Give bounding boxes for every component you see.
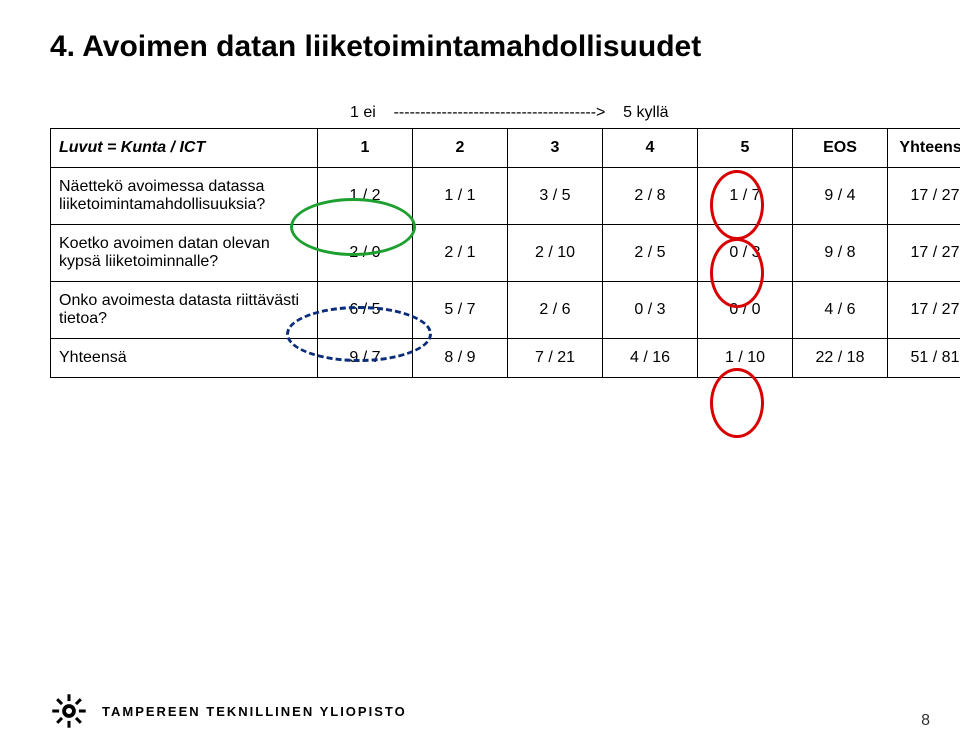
table-row: Koetko avoimen datan olevan kypsä liiket… [51, 225, 960, 282]
scale-dashes: -------------------------------------- [394, 104, 596, 121]
header-col-2: 2 [413, 129, 508, 168]
row-1-label: Näettekö avoimessa datassa liiketoiminta… [51, 168, 318, 225]
table-header-row: Luvut = Kunta / ICT 1 2 3 4 5 EOS Yhteen… [51, 129, 960, 168]
university-logo-icon [50, 692, 88, 730]
scale-left: 1 ei [350, 104, 376, 121]
header-col-5: 5 [698, 129, 793, 168]
row-2-c5: 0 / 3 [698, 225, 793, 282]
table-container: Luvut = Kunta / ICT 1 2 3 4 5 EOS Yhteen… [50, 128, 910, 378]
table-row: Näettekö avoimessa datassa liiketoiminta… [51, 168, 960, 225]
slide-title: 4. Avoimen datan liiketoimintamahdollisu… [50, 30, 910, 64]
row-4-c6: 22 / 18 [793, 339, 888, 378]
row-3-c1: 6 / 5 [318, 282, 413, 339]
row-2-c6: 9 / 8 [793, 225, 888, 282]
row-2-c2: 2 / 1 [413, 225, 508, 282]
header-col-0: Luvut = Kunta / ICT [51, 129, 318, 168]
row-3-c3: 2 / 6 [508, 282, 603, 339]
row-2-c4: 2 / 5 [603, 225, 698, 282]
scale-legend: 1 ei -----------------------------------… [350, 104, 910, 122]
row-3-c7: 17 / 27 [888, 282, 960, 339]
row-4-c7: 51 / 81 [888, 339, 960, 378]
table-row: Onko avoimesta datasta riittävästi tieto… [51, 282, 960, 339]
row-3-c5: 0 / 0 [698, 282, 793, 339]
header-col-1: 1 [318, 129, 413, 168]
row-1-c3: 3 / 5 [508, 168, 603, 225]
row-3-c4: 0 / 3 [603, 282, 698, 339]
header-col-3: 3 [508, 129, 603, 168]
row-3-c2: 5 / 7 [413, 282, 508, 339]
row-4-label: Yhteensä [51, 339, 318, 378]
row-4-c4: 4 / 16 [603, 339, 698, 378]
data-table: Luvut = Kunta / ICT 1 2 3 4 5 EOS Yhteen… [50, 128, 960, 378]
table-row-totals: Yhteensä 9 / 7 8 / 9 7 / 21 4 / 16 1 / 1… [51, 339, 960, 378]
row-4-c2: 8 / 9 [413, 339, 508, 378]
row-3-label: Onko avoimesta datasta riittävästi tieto… [51, 282, 318, 339]
row-1-c2: 1 / 1 [413, 168, 508, 225]
header-col-6: EOS [793, 129, 888, 168]
footer-org: TAMPEREEN TEKNILLINEN YLIOPISTO [102, 704, 407, 719]
scale-right: 5 kyllä [623, 104, 668, 121]
scale-arrow: > [596, 104, 605, 121]
row-1-c4: 2 / 8 [603, 168, 698, 225]
row-2-c3: 2 / 10 [508, 225, 603, 282]
header-col-7: Yhteensä [888, 129, 960, 168]
row-1-c6: 9 / 4 [793, 168, 888, 225]
row-4-c3: 7 / 21 [508, 339, 603, 378]
row-4-c1: 9 / 7 [318, 339, 413, 378]
row-3-c6: 4 / 6 [793, 282, 888, 339]
annotation-red-circle-3 [710, 368, 764, 438]
footer: TAMPEREEN TEKNILLINEN YLIOPISTO [50, 692, 407, 730]
row-1-c5: 1 / 7 [698, 168, 793, 225]
header-col-4: 4 [603, 129, 698, 168]
row-1-c1: 1 / 2 [318, 168, 413, 225]
row-2-c1: 2 / 0 [318, 225, 413, 282]
page-number: 8 [921, 712, 930, 730]
row-4-c5: 1 / 10 [698, 339, 793, 378]
row-2-c7: 17 / 27 [888, 225, 960, 282]
row-1-c7: 17 / 27 [888, 168, 960, 225]
row-2-label: Koetko avoimen datan olevan kypsä liiket… [51, 225, 318, 282]
